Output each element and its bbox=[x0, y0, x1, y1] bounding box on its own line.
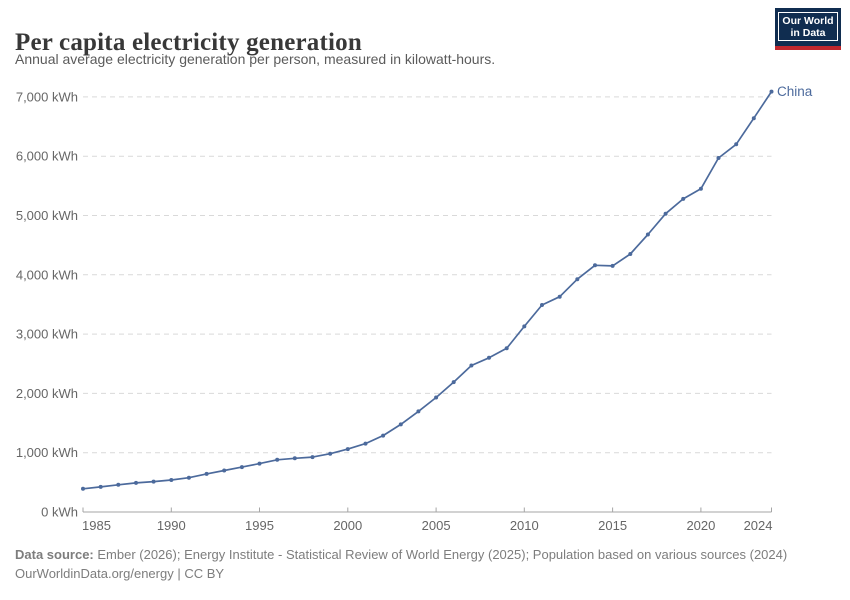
data-point[interactable] bbox=[716, 156, 721, 160]
data-point[interactable] bbox=[610, 263, 615, 268]
footer-license-line: OurWorldinData.org/energy | CC BY bbox=[15, 564, 835, 583]
data-point[interactable] bbox=[239, 465, 244, 470]
footer-url-link[interactable]: OurWorldinData.org/energy bbox=[15, 566, 174, 581]
data-point[interactable] bbox=[698, 186, 703, 191]
data-point[interactable] bbox=[257, 461, 262, 466]
page-subtitle: Annual average electricity generation pe… bbox=[15, 51, 496, 67]
x-axis-tick-label: 1985 bbox=[82, 518, 111, 533]
x-axis-tick-label: 2024 bbox=[744, 518, 773, 533]
data-point[interactable] bbox=[540, 303, 544, 307]
data-point[interactable] bbox=[575, 277, 580, 282]
data-point[interactable] bbox=[469, 363, 474, 368]
owid-logo-line1: Our World bbox=[782, 14, 834, 27]
x-axis-tick-label: 2015 bbox=[598, 518, 627, 533]
datasource-text: Ember (2026); Energy Institute - Statist… bbox=[93, 547, 788, 562]
x-axis-tick-label: 1995 bbox=[245, 518, 274, 533]
data-point[interactable] bbox=[416, 409, 421, 414]
data-point[interactable] bbox=[769, 89, 774, 94]
y-axis-tick-label: 4,000 kWh bbox=[16, 267, 78, 282]
page-title: Per capita electricity generation bbox=[15, 28, 362, 56]
data-point[interactable] bbox=[663, 211, 668, 216]
data-point[interactable] bbox=[504, 346, 509, 351]
data-point[interactable] bbox=[116, 482, 121, 487]
data-point[interactable] bbox=[522, 324, 527, 329]
y-axis-tick-label: 7,000 kWh bbox=[16, 89, 78, 104]
data-point[interactable] bbox=[169, 478, 174, 482]
owid-logo-line2: in Data bbox=[790, 26, 826, 39]
owid-logo[interactable]: Our World in Data bbox=[775, 8, 841, 50]
data-point[interactable] bbox=[204, 471, 209, 476]
y-axis-tick-label: 0 kWh bbox=[41, 505, 78, 520]
data-point[interactable] bbox=[292, 456, 297, 461]
footer-datasource-line: Data source: Ember (2026); Energy Instit… bbox=[15, 545, 835, 564]
y-axis-tick-label: 1,000 kWh bbox=[16, 445, 78, 460]
data-point[interactable] bbox=[751, 116, 756, 121]
owid-logo-text: Our World in Data bbox=[778, 12, 838, 41]
data-point[interactable] bbox=[345, 447, 350, 452]
footer-separator: | bbox=[173, 566, 185, 581]
data-point[interactable] bbox=[151, 479, 156, 484]
data-point[interactable] bbox=[434, 395, 439, 400]
owid-logo-redbar bbox=[775, 46, 841, 50]
data-point[interactable] bbox=[557, 294, 562, 299]
data-point[interactable] bbox=[734, 142, 739, 147]
data-point[interactable] bbox=[310, 455, 315, 460]
y-axis-tick-label: 3,000 kWh bbox=[16, 327, 78, 342]
data-point[interactable] bbox=[681, 196, 686, 201]
data-point[interactable] bbox=[381, 433, 386, 438]
data-point[interactable] bbox=[275, 457, 280, 462]
datasource-label: Data source: bbox=[15, 547, 94, 562]
series-line-china[interactable] bbox=[82, 91, 773, 490]
y-axis-tick-label: 5,000 kWh bbox=[16, 208, 78, 223]
x-axis-tick-label: 2010 bbox=[510, 518, 539, 533]
x-axis-tick-label: 2020 bbox=[686, 518, 715, 533]
data-point[interactable] bbox=[645, 232, 650, 237]
series-end-label: China bbox=[777, 84, 813, 99]
data-point[interactable] bbox=[98, 484, 103, 489]
footer-license-link[interactable]: CC BY bbox=[184, 566, 225, 581]
data-point[interactable] bbox=[186, 475, 191, 480]
data-point[interactable] bbox=[398, 422, 403, 427]
chart-footer: Data source: Ember (2026); Energy Instit… bbox=[15, 545, 835, 583]
data-point[interactable] bbox=[628, 252, 633, 256]
x-axis-tick-label: 2005 bbox=[422, 518, 451, 533]
data-point[interactable] bbox=[81, 486, 85, 491]
data-point[interactable] bbox=[593, 263, 597, 268]
y-axis-tick-label: 6,000 kWh bbox=[16, 149, 78, 164]
y-axis-tick-label: 2,000 kWh bbox=[16, 386, 78, 401]
x-axis-tick-label: 1990 bbox=[157, 518, 186, 533]
data-point[interactable] bbox=[451, 380, 456, 385]
x-axis-tick-label: 2000 bbox=[333, 518, 362, 533]
data-point[interactable] bbox=[487, 355, 491, 360]
data-point[interactable] bbox=[328, 451, 333, 456]
data-point[interactable] bbox=[222, 468, 227, 473]
data-point[interactable] bbox=[134, 480, 138, 485]
data-point[interactable] bbox=[363, 441, 368, 446]
